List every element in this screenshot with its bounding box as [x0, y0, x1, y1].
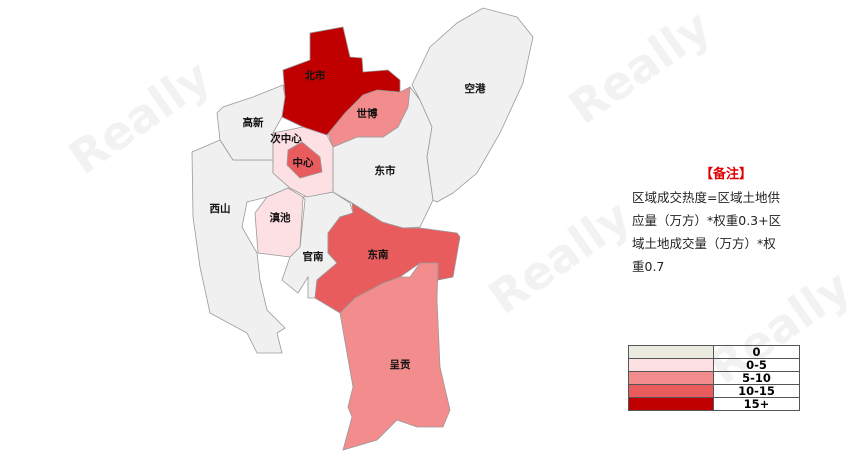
note-line: 重0.7: [632, 259, 665, 274]
note-box: 【备注】 区域成交热度=区域土地供 应量（万方）*权重0.3+区 域土地成交量（…: [632, 163, 812, 278]
legend-swatch: [628, 384, 714, 398]
region-zhongxin[interactable]: [286, 141, 323, 179]
label-beishi: 北市: [305, 69, 326, 82]
region-chenggong[interactable]: [339, 262, 451, 451]
region-dianchi[interactable]: [254, 187, 304, 258]
label-gaoxin: 高新: [243, 116, 264, 129]
legend-swatch: [628, 397, 714, 411]
label-konggang: 空港: [465, 82, 486, 95]
label-guannan: 官南: [303, 250, 324, 263]
note-line: 区域成交热度=区域土地供: [632, 190, 780, 205]
region-beishi[interactable]: [281, 26, 401, 136]
note-title: 【备注】: [699, 167, 752, 182]
legend-row: 0: [628, 345, 800, 359]
legend-row: 10-15: [628, 384, 800, 398]
label-chenggong: 呈贡: [390, 359, 411, 371]
label-dongnan: 东南: [368, 248, 389, 261]
legend-swatch: [628, 358, 714, 372]
legend-row: 5-10: [628, 371, 800, 385]
label-zhongxin: 中心: [293, 156, 314, 169]
label-dianchi: 滇池: [270, 211, 291, 224]
legend-swatch: [628, 345, 714, 359]
legend: 0 0-5 5-10 10-15 15+: [628, 345, 800, 411]
legend-label: 5-10: [713, 371, 800, 385]
region-dongnan[interactable]: [314, 202, 461, 314]
legend-label: 15+: [713, 397, 800, 411]
legend-label: 10-15: [713, 384, 800, 398]
legend-label: 0: [713, 345, 800, 359]
label-shibo: 世博: [357, 107, 378, 120]
legend-row: 0-5: [628, 358, 800, 372]
note-line: 应量（万方）*权重0.3+区: [632, 213, 782, 228]
legend-label: 0-5: [713, 358, 800, 372]
label-cizhongxin: 次中心: [270, 132, 302, 145]
label-dongshi: 东市: [375, 164, 396, 177]
label-xishan: 西山: [210, 202, 231, 215]
legend-swatch: [628, 371, 714, 385]
legend-row: 15+: [628, 397, 800, 411]
note-line: 域土地成交量（万方）*权: [632, 236, 776, 251]
region-konggang[interactable]: [411, 7, 534, 203]
